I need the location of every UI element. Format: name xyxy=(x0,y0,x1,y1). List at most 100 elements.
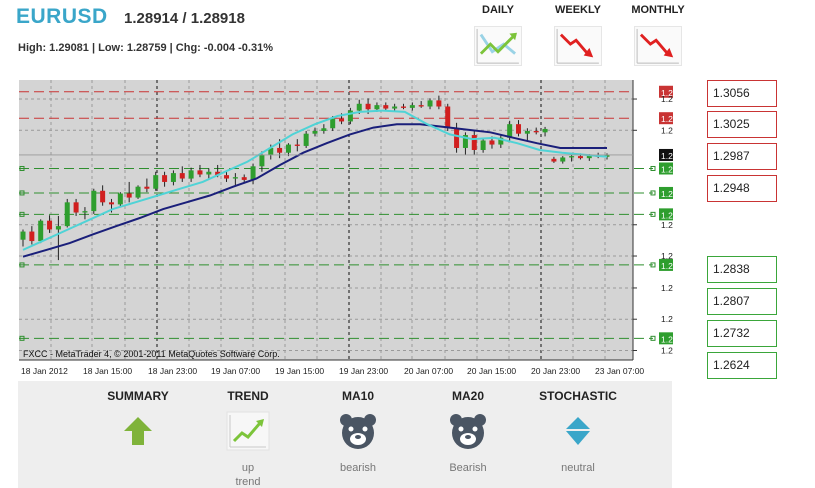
support-marker xyxy=(650,211,656,217)
resistance-tag: 1.29877 xyxy=(661,88,673,98)
candle-body xyxy=(55,226,61,230)
price-chart[interactable]: 1.29877 1.29488 1.28748 1.28388 1.28073 1.273… xyxy=(17,77,673,379)
candlestick-chart[interactable]: 1.29877 1.29488 1.28748 1.28388 1.28073 1.273… xyxy=(17,77,673,379)
candle-body xyxy=(498,137,504,145)
candle-body xyxy=(170,173,176,182)
y-tick-label: 1.29770 xyxy=(661,94,673,104)
candle-body xyxy=(409,105,415,108)
candle-body xyxy=(38,220,44,242)
support-tag-bg xyxy=(659,186,673,199)
candle-body xyxy=(586,155,592,159)
support-marker xyxy=(19,211,25,217)
candle-body xyxy=(117,193,123,205)
candle-body xyxy=(489,140,495,145)
support-marker xyxy=(650,335,656,341)
support-tag-bg xyxy=(659,162,673,175)
indicator-trend[interactable]: TREND up trend xyxy=(198,389,298,488)
up-arrow-icon xyxy=(124,417,152,445)
bid-ask-quote: 1.28914 / 1.28918 xyxy=(124,10,245,27)
symbol-title: EURUSD xyxy=(16,5,108,28)
x-tick-label: 20 Jan 15:00 xyxy=(467,366,516,376)
y-tick-label: 1.26990 xyxy=(661,283,673,293)
x-tick-label: 19 Jan 15:00 xyxy=(275,366,324,376)
candle-body xyxy=(445,106,451,129)
candle-body xyxy=(259,154,265,167)
candle-body xyxy=(392,106,398,109)
candle-body xyxy=(20,231,26,240)
support-marker xyxy=(650,165,656,171)
resistance-tag: 1.29488 xyxy=(661,114,673,124)
support-marker xyxy=(19,190,25,196)
candle-body xyxy=(82,211,88,213)
candle-body xyxy=(560,157,566,162)
support-level-3: 1.2732 xyxy=(707,320,777,347)
candle-body xyxy=(533,130,539,133)
resistance-tag-bg xyxy=(659,85,673,98)
bear-icon xyxy=(450,414,486,449)
candle-body xyxy=(250,166,256,180)
candle-body xyxy=(516,124,522,134)
candle-body xyxy=(277,147,283,153)
candle-body xyxy=(542,128,548,133)
current-price-tag: 1.28947 xyxy=(661,151,673,161)
period-daily[interactable]: DAILY xyxy=(463,4,533,66)
candle-body xyxy=(206,171,212,175)
candle-body xyxy=(312,130,318,134)
x-tick-label: 18 Jan 23:00 xyxy=(148,366,197,376)
support-tag-bg xyxy=(659,258,673,271)
x-tick-label: 18 Jan 15:00 xyxy=(83,366,132,376)
indicator-ma10[interactable]: MA10 bearish xyxy=(308,389,408,475)
candle-body xyxy=(418,105,424,107)
support-tag: 1.27329 xyxy=(661,261,673,271)
candle-body xyxy=(551,158,557,162)
support-marker xyxy=(19,335,25,341)
candle-body xyxy=(374,105,380,110)
period-label: DAILY xyxy=(482,4,514,16)
support-tag: 1.28748 xyxy=(661,164,673,174)
current-price-bg xyxy=(659,148,673,161)
x-tick-label: 20 Jan 23:00 xyxy=(531,366,580,376)
candle-body xyxy=(569,156,575,158)
y-tick-label: 1.26070 xyxy=(661,345,673,355)
support-tag-bg xyxy=(659,208,673,221)
bear-icon xyxy=(340,414,376,449)
indicator-value: bearish xyxy=(339,462,377,474)
candle-body xyxy=(285,144,291,153)
indicator-title: TREND xyxy=(227,389,269,403)
chart-copyright: FXCC - MetaTrader 4, © 2001-2011 MetaQuo… xyxy=(23,349,280,359)
candle-body xyxy=(524,130,530,134)
indicator-ma20[interactable]: MA20 Bearish xyxy=(418,389,518,475)
candle-body xyxy=(383,105,389,109)
period-label: MONTHLY xyxy=(631,4,685,16)
indicator-value: Bearish xyxy=(449,462,487,474)
candle-body xyxy=(232,177,238,179)
candle-body xyxy=(215,171,221,176)
candle-body xyxy=(73,202,79,213)
resistance-level-1: 1.3056 xyxy=(707,80,777,107)
period-monthly[interactable]: MONTHLY xyxy=(623,4,693,66)
y-tick-label: 1.27920 xyxy=(661,220,673,230)
candle-body xyxy=(268,147,274,155)
candle-body xyxy=(47,220,53,230)
x-tick-label: 20 Jan 07:00 xyxy=(404,366,453,376)
candle-body xyxy=(64,202,70,227)
candle-body xyxy=(294,144,300,146)
candle-body xyxy=(365,103,371,110)
candle-body xyxy=(577,156,583,159)
candle-body xyxy=(321,128,327,131)
indicator-stochastic[interactable]: STOCHASTIC neutral xyxy=(528,389,628,475)
indicator-value: neutral xyxy=(561,462,595,474)
support-tag: 1.28073 xyxy=(661,210,673,220)
resistance-tag-bg xyxy=(659,112,673,125)
period-weekly[interactable]: WEEKLY xyxy=(543,4,613,66)
indicator-summary[interactable]: SUMMARY xyxy=(88,389,188,461)
indicators-panel: SUMMARY TREND up trend MA10 bearish xyxy=(18,381,672,488)
candle-body xyxy=(347,110,353,122)
candle-body xyxy=(153,175,159,189)
y-tick-label: 1.27460 xyxy=(661,251,673,261)
x-tick-label: 19 Jan 07:00 xyxy=(211,366,260,376)
candle-body xyxy=(427,100,433,107)
candle-body xyxy=(91,190,97,212)
support-marker xyxy=(650,190,656,196)
support-tag-bg xyxy=(659,332,673,345)
